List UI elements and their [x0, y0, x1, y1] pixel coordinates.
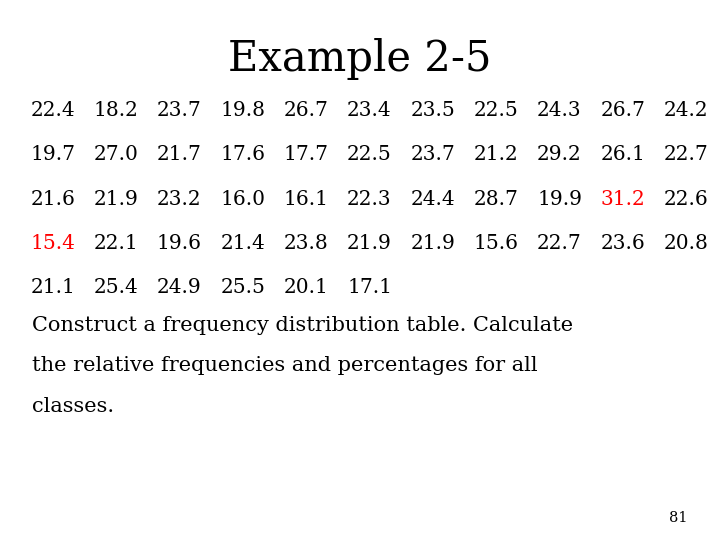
Text: 24.2: 24.2 [664, 101, 708, 120]
Text: 20.1: 20.1 [284, 278, 328, 298]
Text: 23.6: 23.6 [600, 234, 645, 253]
Text: 15.6: 15.6 [474, 234, 518, 253]
Text: 21.4: 21.4 [220, 234, 265, 253]
Text: 22.7: 22.7 [664, 145, 708, 165]
Text: 24.9: 24.9 [157, 278, 202, 298]
Text: 23.8: 23.8 [284, 234, 328, 253]
Text: Construct a frequency distribution table. Calculate: Construct a frequency distribution table… [32, 316, 574, 335]
Text: 25.5: 25.5 [220, 278, 265, 298]
Text: 81: 81 [669, 511, 688, 525]
Text: 16.0: 16.0 [220, 190, 265, 209]
Text: 27.0: 27.0 [94, 145, 138, 165]
Text: 22.5: 22.5 [347, 145, 392, 165]
Text: 23.2: 23.2 [157, 190, 202, 209]
Text: 17.1: 17.1 [347, 278, 392, 298]
Text: 21.6: 21.6 [30, 190, 75, 209]
Text: 22.4: 22.4 [30, 101, 75, 120]
Text: 22.5: 22.5 [474, 101, 518, 120]
Text: 17.7: 17.7 [284, 145, 328, 165]
Text: 20.8: 20.8 [664, 234, 708, 253]
Text: 21.7: 21.7 [157, 145, 202, 165]
Text: 24.4: 24.4 [410, 190, 455, 209]
Text: 15.4: 15.4 [30, 234, 75, 253]
Text: 22.7: 22.7 [537, 234, 582, 253]
Text: 18.2: 18.2 [94, 101, 138, 120]
Text: 21.2: 21.2 [474, 145, 518, 165]
Text: 23.7: 23.7 [157, 101, 202, 120]
Text: the relative frequencies and percentages for all: the relative frequencies and percentages… [32, 356, 538, 375]
Text: 23.7: 23.7 [410, 145, 455, 165]
Text: 29.2: 29.2 [537, 145, 582, 165]
Text: 23.4: 23.4 [347, 101, 392, 120]
Text: 22.1: 22.1 [94, 234, 138, 253]
Text: 26.7: 26.7 [284, 101, 328, 120]
Text: 19.9: 19.9 [537, 190, 582, 209]
Text: 28.7: 28.7 [474, 190, 518, 209]
Text: 19.8: 19.8 [220, 101, 265, 120]
Text: 21.1: 21.1 [30, 278, 75, 298]
Text: 26.7: 26.7 [600, 101, 645, 120]
Text: classes.: classes. [32, 397, 114, 416]
Text: 21.9: 21.9 [94, 190, 138, 209]
Text: 22.6: 22.6 [664, 190, 708, 209]
Text: 22.3: 22.3 [347, 190, 392, 209]
Text: 16.1: 16.1 [284, 190, 328, 209]
Text: Example 2-5: Example 2-5 [228, 38, 492, 80]
Text: 25.4: 25.4 [94, 278, 138, 298]
Text: 26.1: 26.1 [600, 145, 645, 165]
Text: 31.2: 31.2 [600, 190, 645, 209]
Text: 21.9: 21.9 [347, 234, 392, 253]
Text: 17.6: 17.6 [220, 145, 265, 165]
Text: 23.5: 23.5 [410, 101, 455, 120]
Text: 19.6: 19.6 [157, 234, 202, 253]
Text: 21.9: 21.9 [410, 234, 455, 253]
Text: 24.3: 24.3 [537, 101, 582, 120]
Text: 19.7: 19.7 [30, 145, 76, 165]
